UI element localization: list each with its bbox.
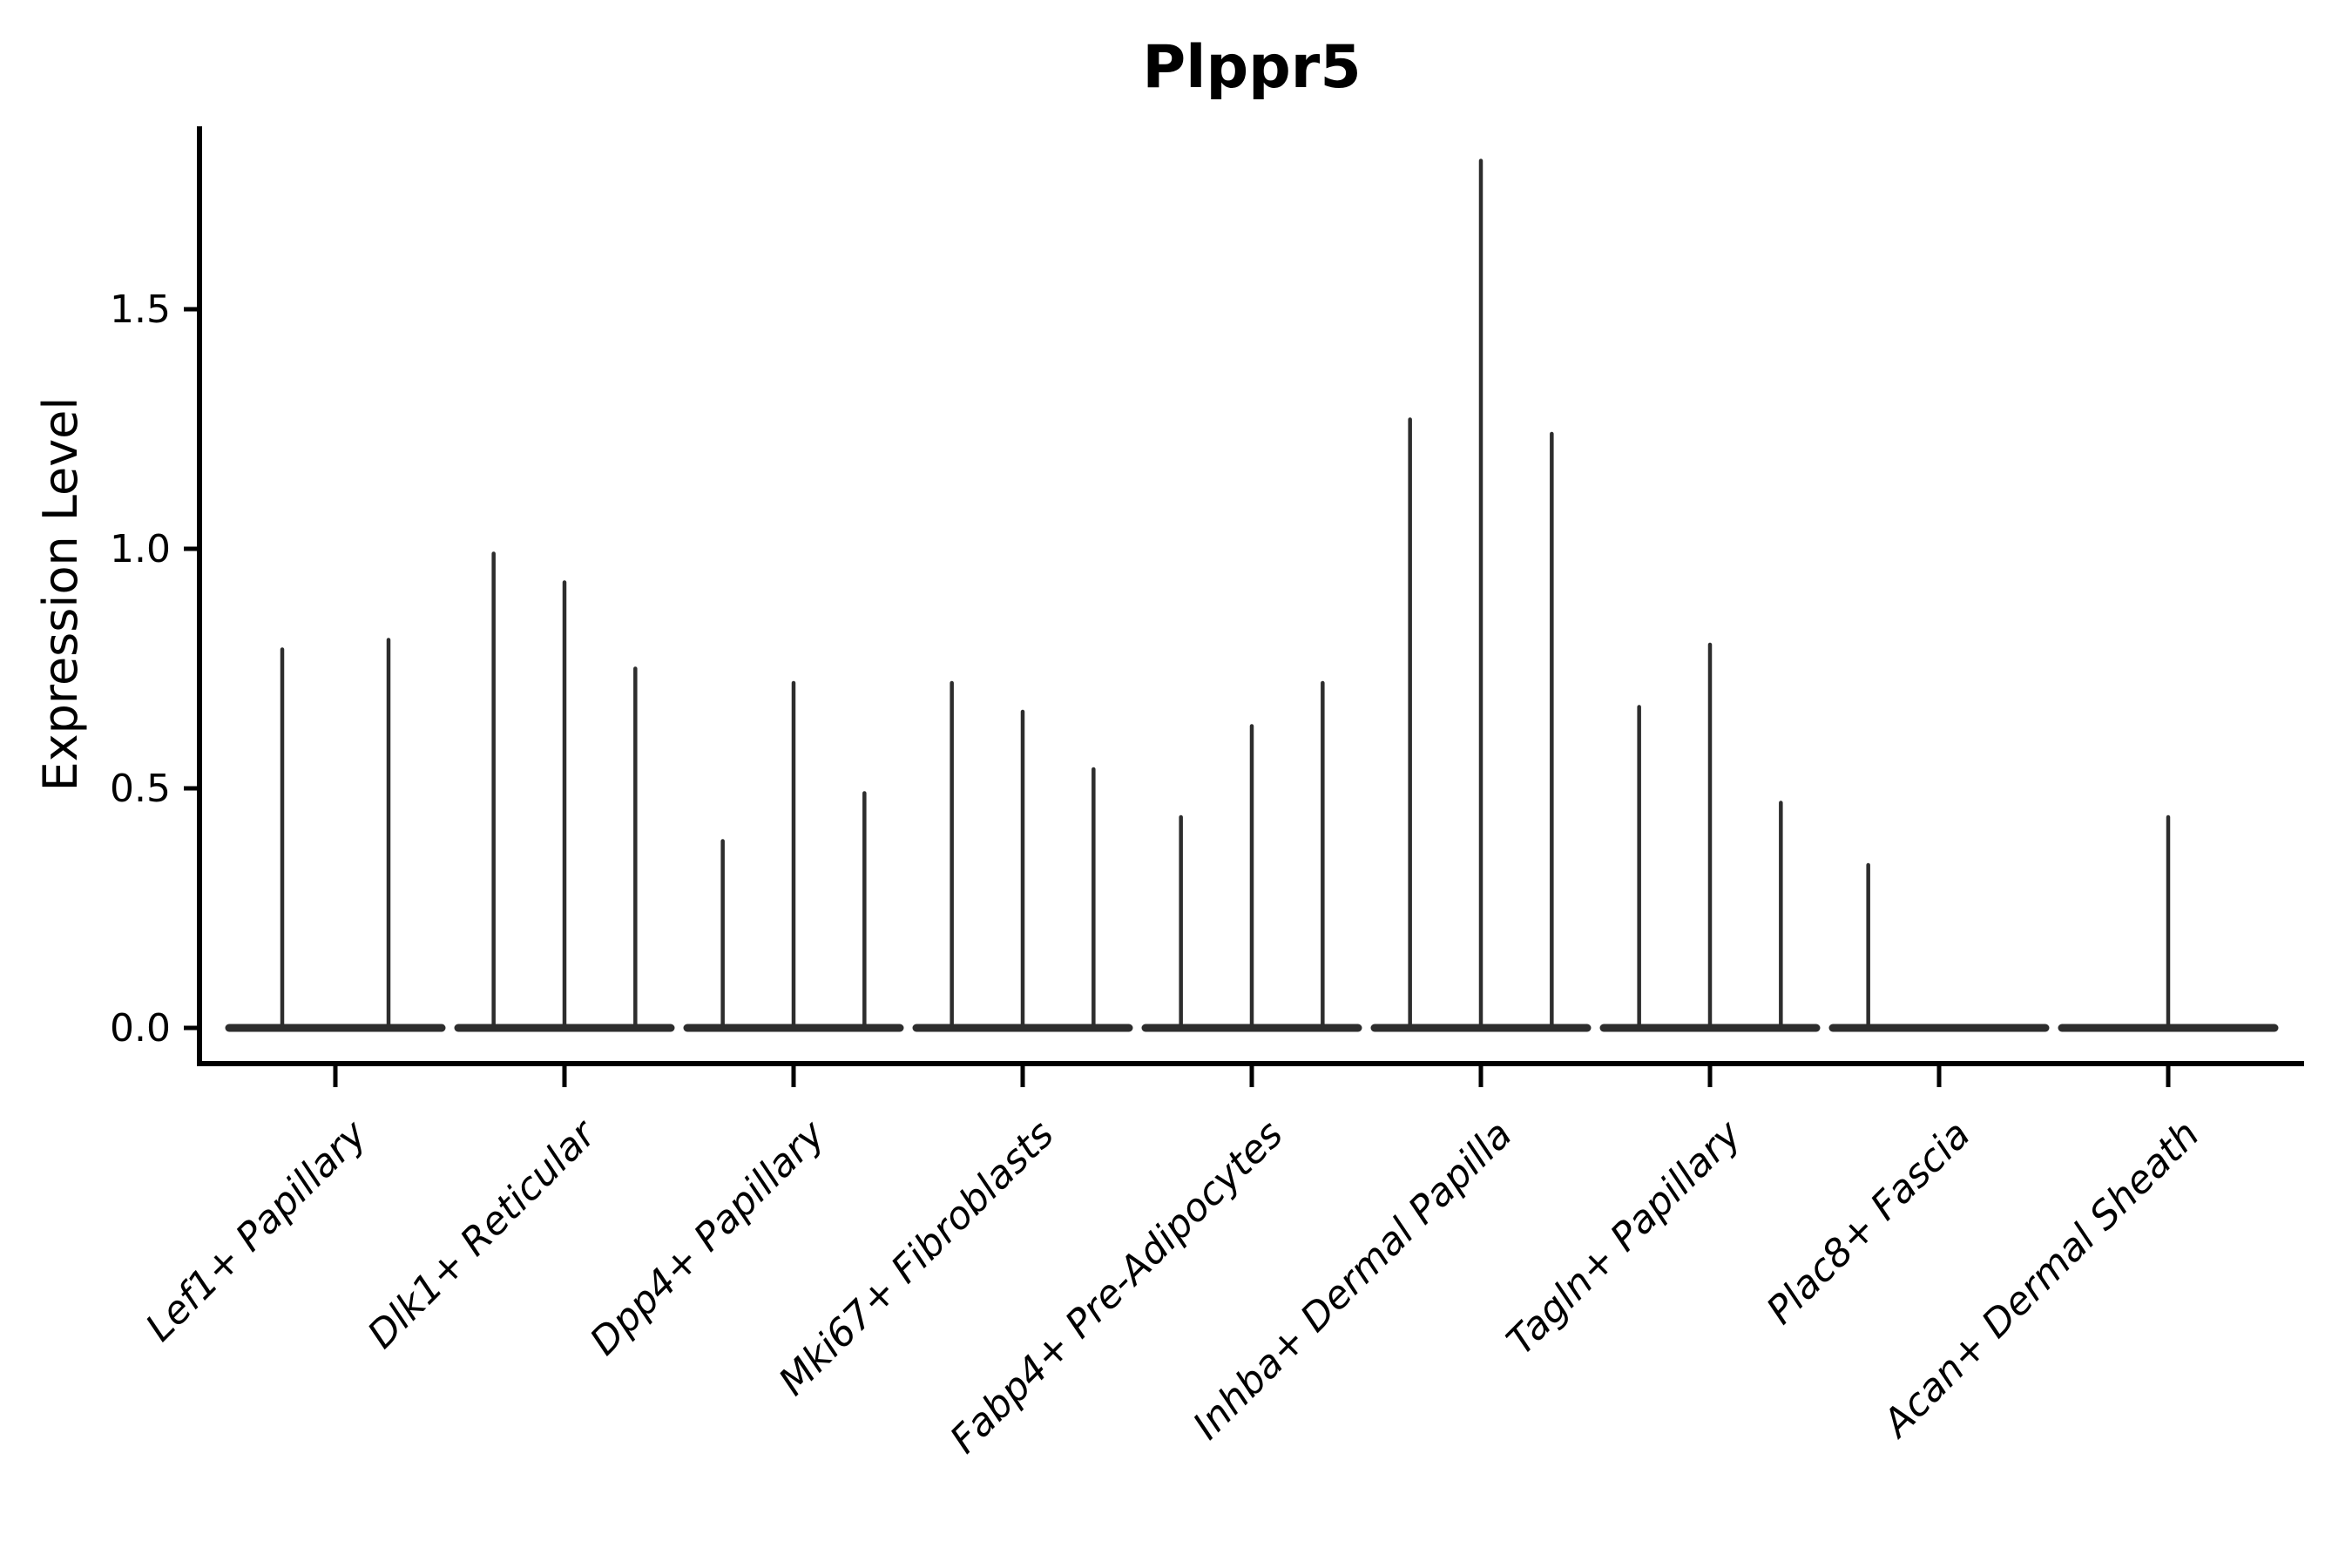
chart-title: Plppr5: [1142, 33, 1361, 102]
violin-group-9: [2058, 814, 2279, 1032]
x-tick-label: Dpp4+ Papillary: [582, 1112, 835, 1364]
x-tick-label: Lef1+ Papillary: [138, 1112, 376, 1350]
violin-group-2: [454, 551, 675, 1032]
violin-group-8: [1828, 862, 2050, 1032]
violin-group-1: [225, 638, 446, 1032]
x-tick-label: Plac8+ Fascia: [1758, 1112, 1978, 1333]
x-tick-label: Tagln+ Papillary: [1498, 1112, 1750, 1363]
y-axis-label: Expression Level: [33, 397, 88, 792]
y-tick-label: 0.0: [110, 1006, 171, 1051]
y-tick-label: 1.5: [110, 287, 171, 332]
y-tick-label: 0.5: [110, 767, 171, 811]
violin-group-3: [683, 680, 904, 1032]
violin-group-5: [1141, 680, 1362, 1032]
y-tick-label: 1.0: [110, 527, 171, 571]
violin-group-7: [1599, 642, 1821, 1032]
violins-layer: [225, 159, 2279, 1032]
x-tick-label: Dlk1+ Reticular: [359, 1111, 605, 1357]
violin-group-4: [912, 680, 1133, 1032]
violin-group-6: [1370, 159, 1592, 1032]
